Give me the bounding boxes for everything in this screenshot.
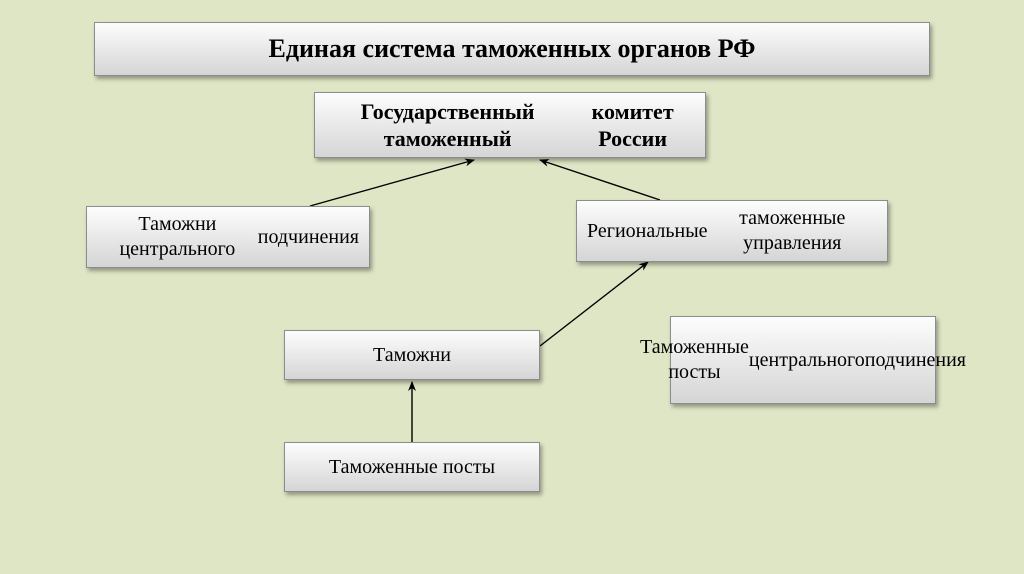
node-posts_c: Таможенные постыцентральногоподчинения [670, 316, 936, 404]
node-posts: Таможенные посты [284, 442, 540, 492]
node-committee: Государственный таможенныйкомитет России [314, 92, 706, 158]
edge-central-to-committee [310, 160, 474, 206]
node-title: Единая система таможенных органов РФ [94, 22, 930, 76]
diagram-canvas: Единая система таможенных органов РФ Госу… [0, 0, 1024, 574]
node-central: Таможни центральногоподчинения [86, 206, 370, 268]
edge-regional-to-committee [540, 160, 660, 200]
edge-customs-to-regional [540, 262, 648, 346]
node-regional: Региональныетаможенные управления [576, 200, 888, 262]
node-customs: Таможни [284, 330, 540, 380]
